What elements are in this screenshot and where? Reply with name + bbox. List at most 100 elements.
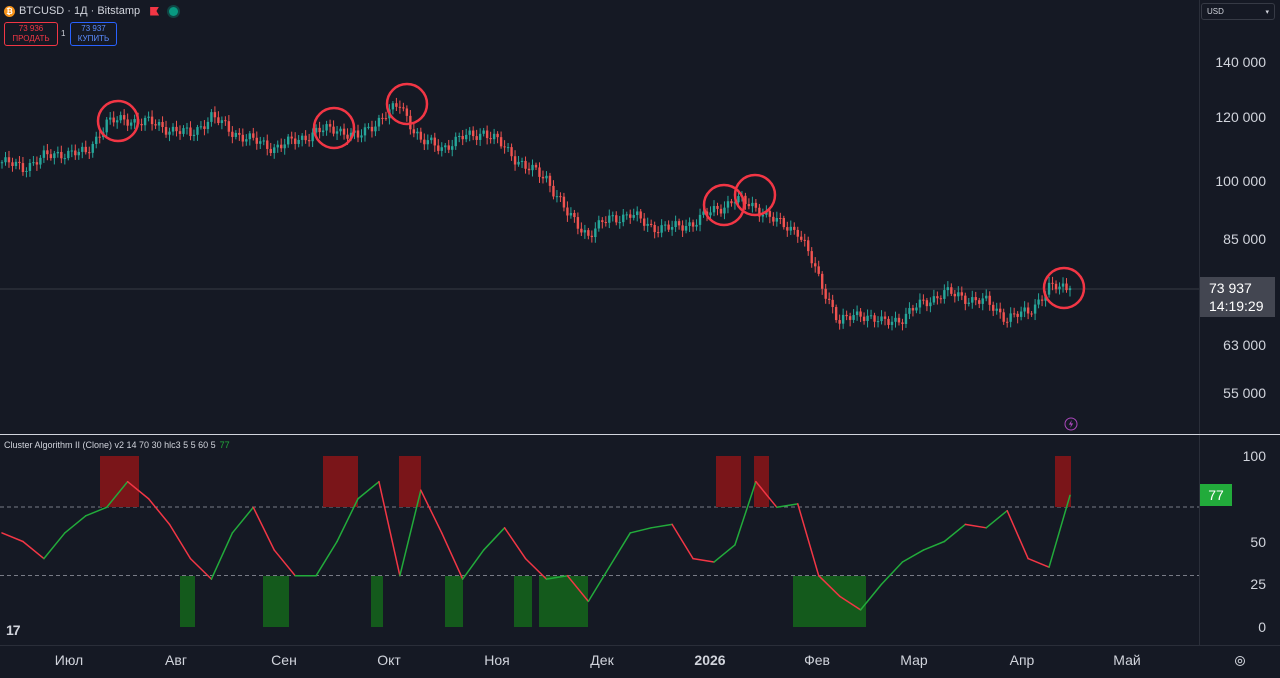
candle-body bbox=[1065, 283, 1068, 291]
candle-body bbox=[953, 293, 957, 297]
candle-body bbox=[262, 140, 265, 142]
time-tick-label: Июл bbox=[54, 652, 84, 668]
candle-body bbox=[370, 126, 374, 132]
oscillator-segment bbox=[587, 566, 611, 603]
candle-body bbox=[464, 134, 468, 140]
symbol-header[interactable]: ₿ BTCUSD · 1Д · Bitstamp bbox=[4, 4, 179, 18]
candle-body bbox=[252, 133, 255, 138]
candle-body bbox=[377, 117, 381, 127]
candle-body bbox=[841, 314, 845, 324]
oscillator-segment bbox=[126, 480, 150, 500]
oscillator-segment bbox=[566, 574, 590, 603]
candle-body bbox=[887, 318, 890, 325]
candle-body bbox=[866, 315, 869, 322]
candle-body bbox=[904, 313, 908, 324]
candle-body bbox=[681, 225, 684, 231]
indicator-title: Cluster Algorithm II (Clone) v2 14 70 30… bbox=[4, 440, 216, 450]
candle-body bbox=[894, 317, 897, 322]
candle-body bbox=[831, 299, 834, 308]
candle-body bbox=[918, 299, 922, 308]
indicator-legend-value: 77 bbox=[219, 440, 230, 450]
indicator-axis[interactable]: 100 50 25 0 bbox=[1199, 435, 1280, 646]
candle-body bbox=[482, 130, 485, 134]
candle-body bbox=[702, 211, 705, 215]
candle-body bbox=[967, 302, 970, 304]
candle-body bbox=[91, 143, 94, 153]
candle-body bbox=[119, 115, 122, 121]
oscillator-segment bbox=[545, 574, 569, 580]
candle-body bbox=[862, 316, 866, 322]
candle-body bbox=[629, 214, 632, 218]
price-tick-label: 140 000 bbox=[1215, 54, 1266, 70]
candle-body bbox=[527, 168, 531, 171]
candles bbox=[0, 97, 1072, 331]
candle-body bbox=[876, 321, 880, 323]
oscillator-segment bbox=[503, 527, 527, 560]
candle-body bbox=[398, 106, 402, 108]
candle-body bbox=[1040, 299, 1044, 301]
oscillator-segment bbox=[482, 527, 506, 551]
oversold-zone bbox=[793, 576, 866, 627]
candle-body bbox=[304, 135, 307, 141]
candle-body bbox=[510, 147, 513, 157]
candle-body bbox=[622, 214, 625, 223]
oscillator-segment bbox=[880, 561, 904, 585]
candle-body bbox=[164, 127, 168, 135]
candle-body bbox=[342, 128, 346, 135]
tradingview-logo[interactable]: 17 bbox=[6, 622, 21, 638]
candle-body bbox=[98, 136, 101, 138]
candle-body bbox=[880, 316, 883, 322]
candle-body bbox=[307, 140, 311, 142]
oscillator-segment bbox=[1048, 494, 1071, 568]
candle-body bbox=[335, 131, 339, 134]
candle-body bbox=[925, 300, 929, 307]
candle-body bbox=[985, 295, 988, 299]
lightning-alert-icon[interactable] bbox=[1064, 417, 1078, 431]
candle-body bbox=[859, 311, 862, 317]
candle-body bbox=[789, 226, 792, 231]
price-axis[interactable]: 140 000 120 000 100 000 85 000 63 000 55 000 bbox=[1199, 0, 1280, 434]
buy-button[interactable]: 73 937 КУПИТЬ bbox=[70, 22, 117, 46]
candle-body bbox=[339, 128, 342, 132]
candle-body bbox=[185, 127, 189, 129]
candle-body bbox=[67, 150, 70, 159]
candle-body bbox=[611, 215, 614, 217]
signal-circle bbox=[733, 173, 777, 217]
price-tick-label: 120 000 bbox=[1215, 108, 1266, 125]
candle-body bbox=[63, 158, 67, 160]
candle-body bbox=[42, 150, 46, 158]
candle-body bbox=[1009, 313, 1012, 322]
candle-body bbox=[475, 136, 478, 140]
candle-body bbox=[423, 139, 426, 145]
candle-body bbox=[4, 157, 7, 163]
time-tick-label: Ноя bbox=[484, 652, 510, 668]
time-axis[interactable]: Июл Авг Сен Окт Ноя Дек 2026 Фев Мар Апр Май bbox=[0, 646, 1199, 678]
candle-body bbox=[105, 119, 108, 133]
currency-select[interactable]: USD ▾ bbox=[1201, 3, 1275, 20]
candle-body bbox=[328, 124, 332, 127]
sell-button[interactable]: 73 936 ПРОДАТЬ bbox=[4, 22, 58, 46]
candle-body bbox=[597, 220, 601, 229]
candle-body bbox=[283, 144, 286, 149]
buy-label: КУПИТЬ bbox=[77, 34, 110, 43]
candle-body bbox=[178, 131, 182, 134]
settings-icon[interactable] bbox=[1234, 655, 1246, 667]
candle-body bbox=[929, 302, 932, 307]
oversold-zone bbox=[514, 576, 532, 627]
indicator-legend[interactable]: Cluster Algorithm II (Clone) v2 14 70 30… bbox=[4, 440, 230, 450]
candle-body bbox=[786, 227, 789, 231]
candle-body bbox=[779, 217, 782, 219]
candle-body bbox=[255, 137, 258, 144]
candle-body bbox=[122, 115, 126, 120]
time-tick-label: Сен bbox=[271, 652, 297, 668]
candle-body bbox=[775, 217, 779, 222]
candle-body bbox=[583, 230, 587, 233]
oscillator-segment bbox=[399, 489, 422, 577]
candle-body bbox=[0, 162, 4, 164]
time-tick-label: Май bbox=[1113, 652, 1141, 668]
oscillator-segment bbox=[817, 574, 841, 597]
flag-icon[interactable] bbox=[150, 6, 160, 16]
price-tick-label: 100 000 bbox=[1215, 173, 1266, 190]
candle-body bbox=[349, 132, 353, 139]
